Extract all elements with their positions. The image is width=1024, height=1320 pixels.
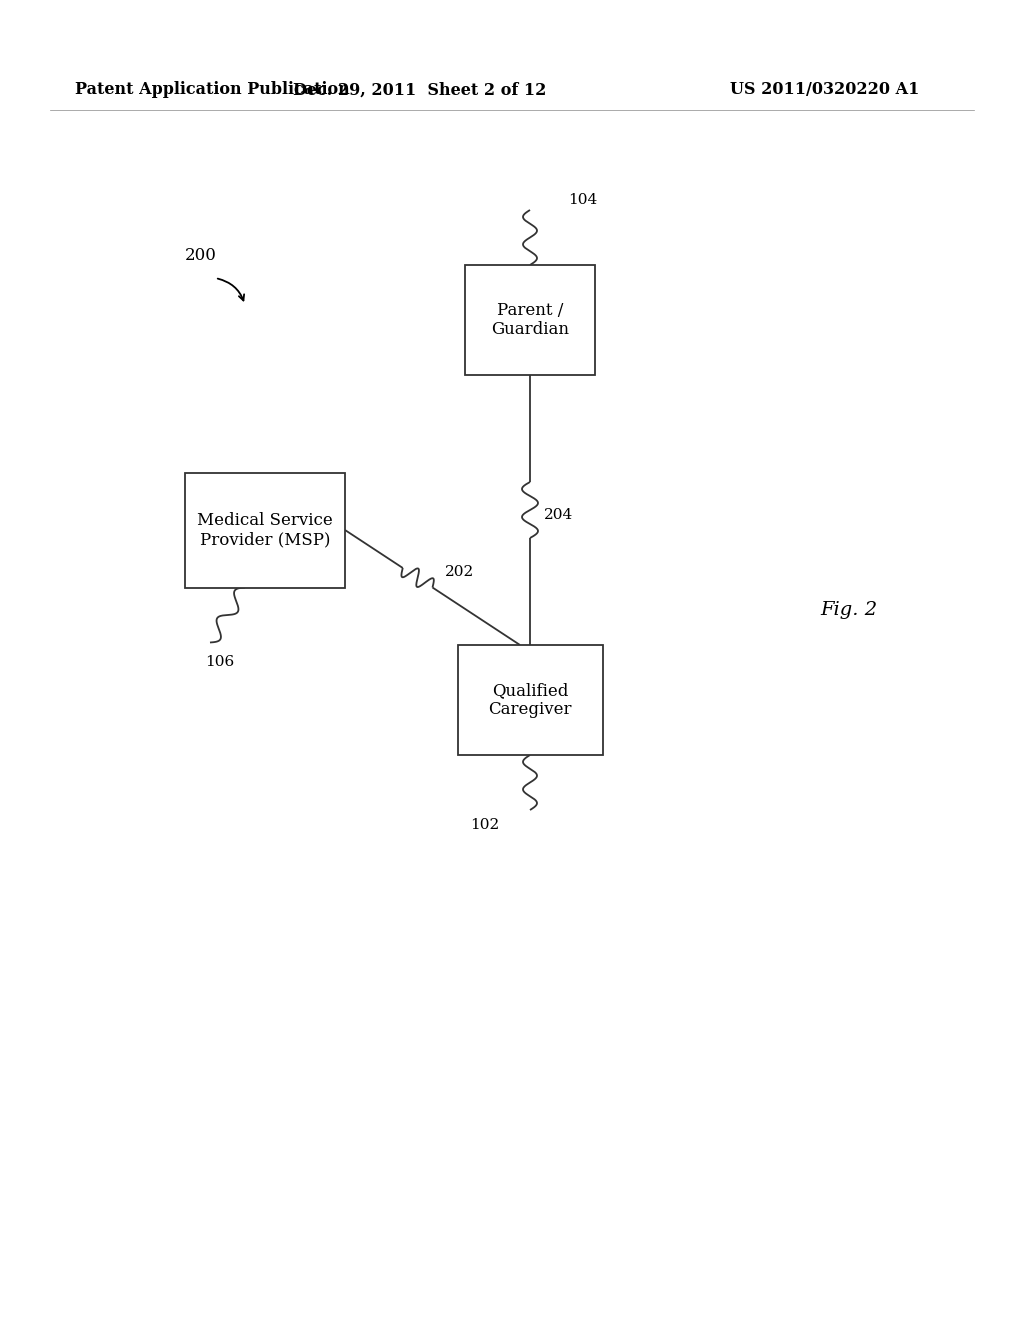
Text: 102: 102 (470, 818, 500, 832)
Text: Qualified
Caregiver: Qualified Caregiver (488, 681, 571, 718)
Text: US 2011/0320220 A1: US 2011/0320220 A1 (730, 82, 920, 99)
FancyBboxPatch shape (465, 265, 595, 375)
FancyBboxPatch shape (185, 473, 345, 587)
Text: 200: 200 (185, 247, 217, 264)
Text: 106: 106 (205, 655, 234, 668)
Text: Fig. 2: Fig. 2 (820, 601, 878, 619)
Text: 104: 104 (568, 193, 597, 207)
FancyBboxPatch shape (458, 645, 602, 755)
Text: Parent /
Guardian: Parent / Guardian (490, 302, 569, 338)
Text: Dec. 29, 2011  Sheet 2 of 12: Dec. 29, 2011 Sheet 2 of 12 (293, 82, 547, 99)
Text: 204: 204 (544, 508, 573, 521)
Text: Patent Application Publication: Patent Application Publication (75, 82, 350, 99)
Text: 202: 202 (444, 565, 474, 579)
Text: Medical Service
Provider (MSP): Medical Service Provider (MSP) (198, 512, 333, 548)
